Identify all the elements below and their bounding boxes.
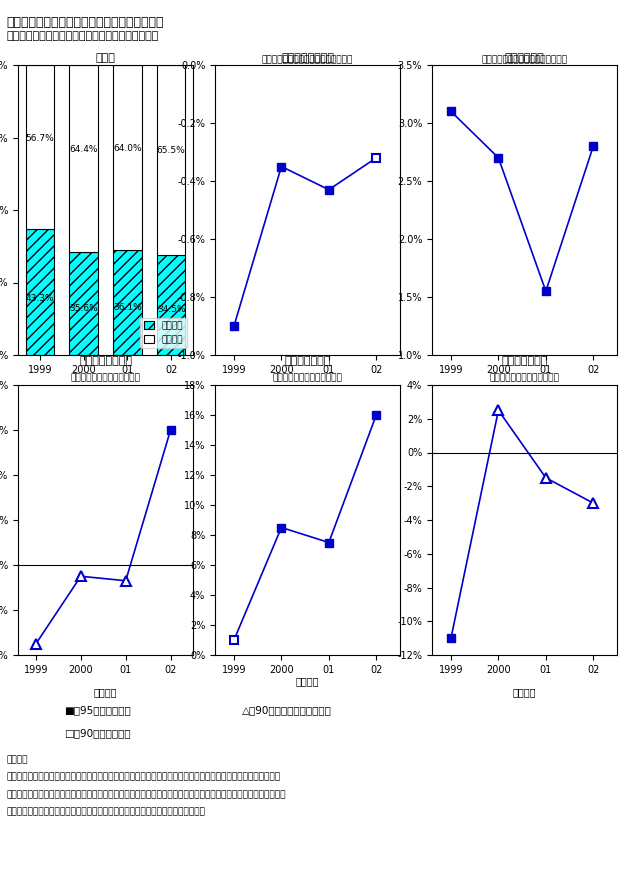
Text: （自己資本比率１０％向上の効果）: （自己資本比率１０％向上の効果） <box>482 55 568 64</box>
Legend: 借入増加, 借入返済: 借入増加, 借入返済 <box>140 318 187 347</box>
Text: ■：95％以上で有意: ■：95％以上で有意 <box>64 705 131 715</box>
Text: （年度）: （年度） <box>296 677 319 686</box>
Bar <box>25 65 54 230</box>
Text: 65.5%: 65.5% <box>157 146 185 155</box>
Bar <box>157 65 185 255</box>
Bar <box>157 255 185 355</box>
Text: 34.5%: 34.5% <box>157 306 185 314</box>
Text: □：90％以上で有意: □：90％以上で有意 <box>64 729 131 739</box>
Text: （年度）: （年度） <box>513 687 536 698</box>
Title: 構成比: 構成比 <box>96 53 115 63</box>
Text: （売上高経常利益率１％向上の効果）: （売上高経常利益率１％向上の効果） <box>262 55 353 64</box>
Text: 64.4%: 64.4% <box>69 145 98 154</box>
Text: 社債増加ダミー: 社債増加ダミー <box>501 356 548 366</box>
Text: 64.0%: 64.0% <box>113 144 141 153</box>
Text: （年度）: （年度） <box>513 410 536 420</box>
Text: （年度）: （年度） <box>94 687 117 698</box>
Text: 56.7%: 56.7% <box>25 134 54 143</box>
Text: 第１－５－１６図　企業の銀行借入行動の変化: 第１－５－１６図 企業の銀行借入行動の変化 <box>6 16 164 29</box>
Text: 36.1%: 36.1% <box>113 304 142 313</box>
Text: △：90％以上で有意ではない: △：90％以上で有意ではない <box>242 705 332 715</box>
Text: （備考）: （備考） <box>6 755 28 764</box>
Text: 売上高増減ダミー: 売上高増減ダミー <box>79 356 132 366</box>
Text: （年度）: （年度） <box>296 390 319 400</box>
Text: 社債減少ダミー: 社債減少ダミー <box>284 356 331 366</box>
Text: ２．分析方法は２項ロジット分析による。縦軸は、それぞれ各項目が変化した場合に、企業が借入金を増やすという: ２．分析方法は２項ロジット分析による。縦軸は、それぞれ各項目が変化した場合に、企… <box>6 790 286 799</box>
Text: （売上高が増えていた場合）: （売上高が増えていた場合） <box>71 374 140 382</box>
Text: 43.3%: 43.3% <box>25 294 54 303</box>
Bar <box>69 251 98 355</box>
Text: 行動をとる確率がどれくらい高まるかを意味する。詳細は付注１－６を参照。: 行動をとる確率がどれくらい高まるかを意味する。詳細は付注１－６を参照。 <box>6 808 205 816</box>
Text: （年度）: （年度） <box>94 398 117 409</box>
Text: 上場企業の銀行借入は増加する確率が高まっている: 上場企業の銀行借入は増加する確率が高まっている <box>6 31 159 40</box>
Bar <box>113 65 141 251</box>
Text: （社債が減少していた場合）: （社債が減少していた場合） <box>273 374 343 382</box>
Bar <box>113 251 141 355</box>
Title: 自己資本比率: 自己資本比率 <box>505 53 545 63</box>
Text: １．（財）日本経済研究所「日本政策投賄銀行　企業財務データバンク」より作成（上場企業連結決算データ）。: １．（財）日本経済研究所「日本政策投賄銀行 企業財務データバンク」より作成（上場… <box>6 773 280 781</box>
Text: 35.6%: 35.6% <box>69 304 98 313</box>
Bar <box>69 65 98 251</box>
Bar <box>25 230 54 355</box>
Text: （社債が増加していた場合）: （社債が増加していた場合） <box>490 374 559 382</box>
Title: 売上高経常利益率: 売上高経常利益率 <box>281 53 334 63</box>
